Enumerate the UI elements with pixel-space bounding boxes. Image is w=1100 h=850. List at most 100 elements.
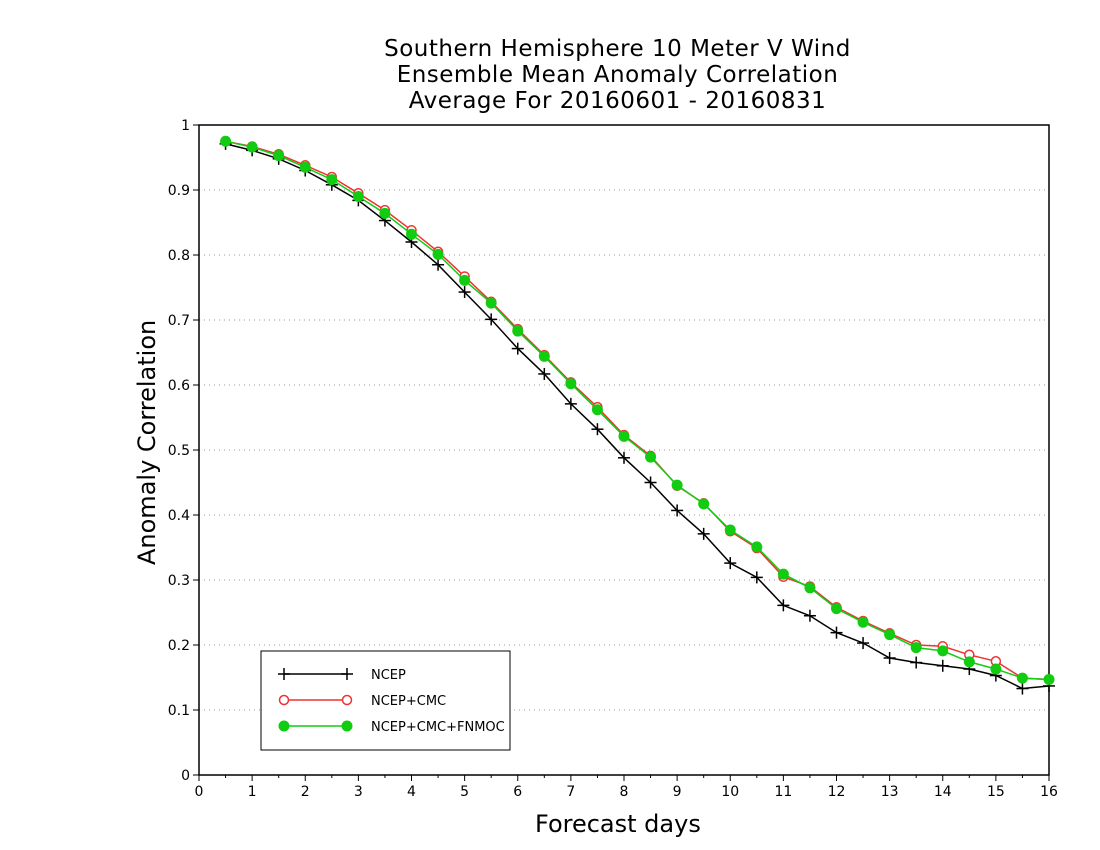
data-point-ncep-cmc-fnmoc [432, 248, 444, 260]
y-tick-label: 0.5 [168, 443, 190, 459]
x-tick-label: 0 [195, 784, 204, 800]
data-point-ncep-cmc-fnmoc [645, 451, 657, 463]
y-tick-label: 0.3 [168, 573, 190, 589]
y-tick-label: 1 [181, 118, 190, 134]
legend-marker [278, 720, 290, 732]
chart-title-line-3: Average For 20160601 - 20160831 [408, 88, 827, 114]
data-point-ncep-cmc-fnmoc [884, 629, 896, 641]
x-tick-label: 3 [354, 784, 363, 800]
data-point-ncep-cmc-fnmoc [512, 325, 524, 337]
data-point-ncep [936, 659, 949, 672]
data-point-ncep-cmc-fnmoc [220, 135, 232, 147]
data-point-ncep-cmc-fnmoc [724, 524, 736, 536]
y-tick-label: 0.4 [168, 508, 190, 524]
series-line-ncep-cmc [225, 140, 1050, 681]
series-line-ncep-cmc-fnmoc [225, 140, 1050, 681]
data-point-ncep [750, 571, 763, 584]
data-point-ncep-cmc-fnmoc [565, 378, 577, 390]
series-ncep-cmc-fnmoc [220, 135, 1055, 685]
legend-entry-ncep-cmc: NCEP+CMC [278, 694, 446, 709]
grid-lines [199, 189, 1049, 711]
legend-label: NCEP+CMC+FNMOC [371, 720, 505, 735]
data-point-ncep [857, 637, 870, 650]
data-point-ncep-cmc-fnmoc [618, 430, 630, 442]
data-point-ncep [724, 557, 737, 570]
data-point-ncep-cmc-fnmoc [671, 479, 683, 491]
x-tick-label: 15 [987, 784, 1005, 800]
x-tick-label: 14 [934, 784, 952, 800]
y-tick-label: 0.7 [168, 313, 190, 329]
data-point-ncep-cmc-fnmoc [857, 616, 869, 628]
data-point-ncep [697, 527, 710, 540]
data-series [219, 135, 1055, 695]
data-point-ncep-cmc-fnmoc [1043, 673, 1055, 685]
series-ncep [219, 137, 1055, 695]
chart-title-line-2: Ensemble Mean Anomaly Correlation [396, 62, 839, 88]
data-point-ncep-cmc-fnmoc [990, 663, 1002, 675]
data-point-ncep [564, 397, 577, 410]
data-point-ncep [830, 626, 843, 639]
legend-marker [341, 720, 353, 732]
x-tick-label: 7 [566, 784, 575, 800]
legend-entry-ncep: NCEP [278, 668, 406, 683]
data-point-ncep-cmc-fnmoc [963, 656, 975, 668]
data-point-ncep-cmc-fnmoc [804, 582, 816, 594]
x-tick-label: 10 [721, 784, 739, 800]
data-point-ncep [803, 609, 816, 622]
data-point-ncep [432, 258, 445, 271]
data-point-ncep [671, 504, 684, 517]
x-tick-label: 6 [513, 784, 522, 800]
x-tick-label: 4 [407, 784, 416, 800]
data-point-ncep-cmc-fnmoc [299, 161, 311, 173]
data-point-ncep [883, 652, 896, 664]
data-point-ncep-cmc-fnmoc [777, 568, 789, 580]
y-tick-label: 0.9 [168, 183, 190, 199]
data-point-ncep-cmc-fnmoc [485, 297, 497, 309]
data-point-ncep-cmc-fnmoc [459, 274, 471, 286]
legend-marker [278, 668, 290, 680]
x-tick-label: 2 [301, 784, 310, 800]
data-point-ncep-cmc-fnmoc [831, 603, 842, 615]
x-tick-label: 9 [673, 784, 682, 800]
x-tick-label: 8 [620, 784, 629, 800]
data-point-ncep-cmc-fnmoc [698, 498, 710, 510]
data-point-ncep [538, 367, 551, 380]
x-tick-label: 11 [774, 784, 792, 800]
legend-label: NCEP+CMC [371, 694, 446, 709]
data-point-ncep-cmc-fnmoc [352, 191, 364, 202]
data-point-ncep-cmc-fnmoc [273, 150, 285, 162]
series-ncep-cmc [220, 136, 1055, 685]
data-point-ncep-cmc-fnmoc [751, 541, 763, 553]
x-tick-label: 13 [881, 784, 899, 800]
data-point-ncep-cmc-fnmoc [591, 404, 603, 416]
legend: NCEP NCEP+CMC NCEP+CMC+FNMOC [260, 650, 511, 751]
series-line-ncep [225, 143, 1050, 690]
legend-marker [341, 694, 353, 706]
y-tick-label: 0.8 [168, 248, 190, 264]
data-point-ncep [777, 599, 790, 612]
data-point-ncep-cmc-fnmoc [246, 141, 258, 153]
chart-title-line-1: Southern Hemisphere 10 Meter V Wind [384, 36, 851, 62]
x-tick-label: 5 [460, 784, 469, 800]
data-point-ncep [644, 476, 657, 489]
data-point-ncep-cmc-fnmoc [406, 228, 417, 240]
x-tick-label: 1 [248, 784, 257, 800]
data-point-ncep [910, 656, 923, 669]
y-axis-title: Anomaly Correlation [133, 319, 161, 565]
x-tick-label: 16 [1040, 784, 1058, 800]
data-point-ncep [511, 342, 524, 355]
data-point-ncep [458, 286, 471, 299]
data-point-ncep-cmc-fnmoc [326, 174, 338, 186]
data-point-ncep [485, 313, 498, 326]
x-axis-title: Forecast days [535, 810, 701, 838]
y-tick-label: 0.6 [168, 378, 190, 394]
legend-marker [278, 694, 290, 706]
data-point-ncep-cmc-fnmoc [937, 645, 949, 657]
data-point-ncep [618, 451, 630, 464]
data-point-ncep-cmc-fnmoc [1016, 672, 1028, 684]
axis-ticks: 00.10.20.30.40.50.60.70.80.910 1 2 3 4 5 6 7 8 9 1… [168, 118, 1058, 800]
y-tick-label: 0 [181, 768, 190, 784]
x-tick-label: 12 [828, 784, 846, 800]
y-tick-label: 0.2 [168, 638, 190, 654]
